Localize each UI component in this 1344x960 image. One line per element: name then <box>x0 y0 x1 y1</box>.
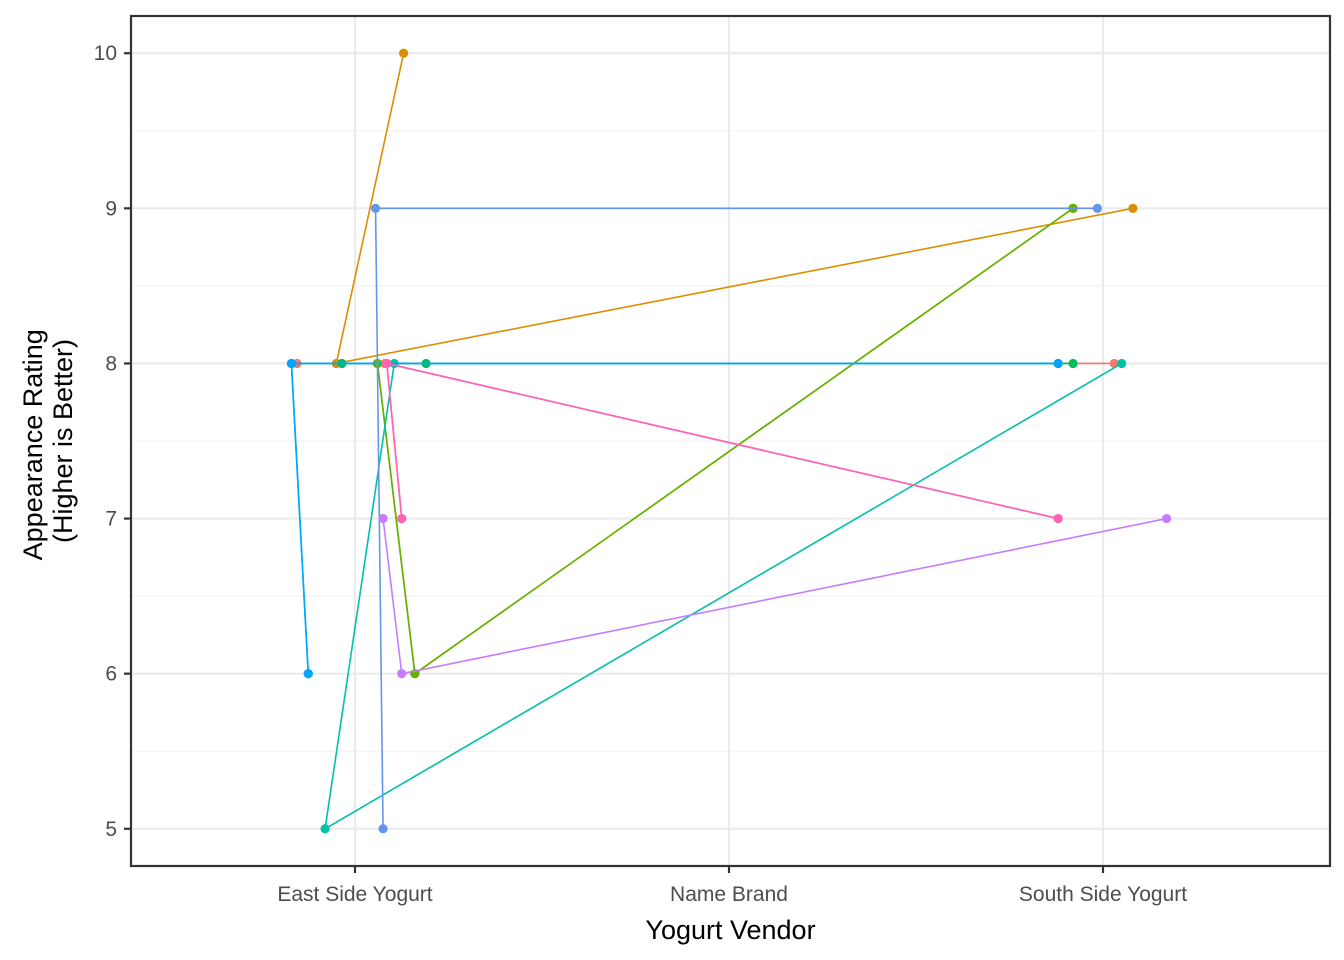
data-point <box>378 824 388 834</box>
data-point <box>382 358 392 369</box>
data-point <box>1092 203 1102 213</box>
series-8 <box>286 358 1063 679</box>
y-tick-label: 9 <box>105 197 117 220</box>
data-point <box>378 513 388 524</box>
y-tick-label: 5 <box>105 818 117 841</box>
grid-layer <box>131 16 1330 866</box>
panel-border <box>129 14 1332 868</box>
y-tick-label: 10 <box>94 42 117 65</box>
data-point <box>1161 513 1172 524</box>
data-point <box>320 824 330 834</box>
axis-layer: 5 6 7 8 9 10 East Side Yogurt Name Brand South S… <box>94 42 1188 906</box>
y-axis-title-line-2: (Higher is Better) <box>48 339 78 543</box>
y-axis-title-line-1: Appearance Rating <box>18 329 48 560</box>
data-point <box>397 669 407 679</box>
x-tick-label: Name Brand <box>670 883 788 906</box>
data-point <box>1068 358 1078 369</box>
data-point <box>286 358 297 369</box>
data-point <box>1053 513 1063 524</box>
data-point <box>303 669 313 679</box>
x-axis-title: Yogurt Vendor <box>645 915 815 945</box>
x-tick-label: East Side Yogurt <box>277 883 432 906</box>
series-layer <box>286 48 1172 834</box>
data-point <box>397 513 407 524</box>
y-tick-label: 6 <box>105 663 117 686</box>
x-tick-label: South Side Yogurt <box>1019 883 1187 906</box>
series-9 <box>370 203 1102 834</box>
y-tick-label: 8 <box>105 352 117 375</box>
data-point <box>1053 358 1063 369</box>
data-point <box>370 203 381 213</box>
series-10 <box>378 513 1172 679</box>
y-tick-label: 7 <box>105 508 117 531</box>
data-point <box>1117 358 1127 369</box>
y-axis-title: Appearance Rating (Higher is Better) <box>18 322 78 561</box>
data-point <box>1128 203 1138 213</box>
data-point <box>399 48 409 58</box>
series-12 <box>382 358 1063 524</box>
